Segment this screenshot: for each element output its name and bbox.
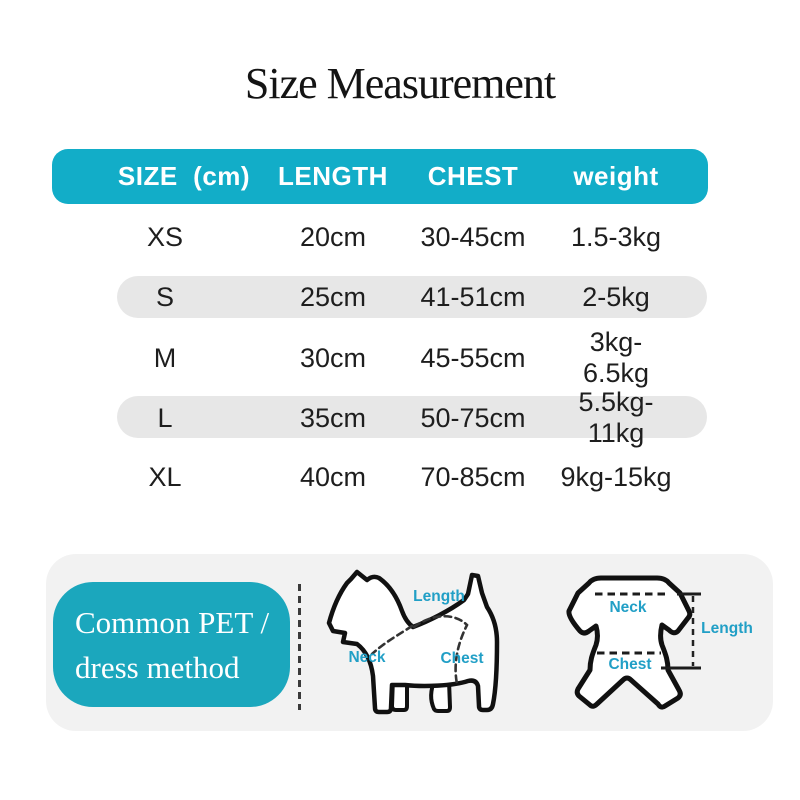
chest-cell: 50-75cm — [420, 402, 526, 433]
dog-neck-label: Neck — [348, 649, 385, 666]
dashed-divider — [298, 584, 301, 710]
dog-chest-label: Chest — [440, 650, 483, 667]
weight-cell: 1.5-3kg — [570, 221, 662, 252]
chest-cell: 30-45cm — [420, 221, 526, 252]
garment-measurement-diagram: Neck Chest Length — [566, 575, 753, 710]
column-header-length: LENGTH — [278, 161, 388, 191]
table-header-row: SIZE (cm) LENGTH CHEST weight — [52, 149, 708, 204]
weight-cell: 9kg-15kg — [560, 461, 672, 492]
weight-cell: 2-5kg — [582, 281, 650, 312]
page-title: Size Measurement — [244, 59, 556, 108]
dress-method-panel: Common PET / dress method Length Neck Ch… — [46, 554, 773, 731]
chest-cell: 41-51cm — [420, 281, 526, 312]
garment-chest-label: Chest — [608, 656, 651, 673]
size-cell: XL — [148, 461, 182, 492]
weight-cell: 3kg-6.5kg — [582, 327, 650, 388]
length-cell: 35cm — [299, 402, 367, 433]
size-table: SIZE (cm) LENGTH CHEST weight XS 20cm 30… — [52, 149, 708, 507]
length-cell: 25cm — [299, 281, 367, 312]
table-row-l: L 35cm 50-75cm 5.5kg-11kg — [52, 387, 708, 448]
chest-cell: 45-55cm — [420, 342, 526, 373]
weight-cell: 5.5kg-11kg — [578, 387, 654, 448]
column-header-chest: CHEST — [427, 161, 519, 191]
table-row-xl: XL 40cm 70-85cm 9kg-15kg — [52, 447, 708, 507]
garment-length-label: Length — [701, 620, 753, 637]
length-cell: 40cm — [299, 461, 367, 492]
table-row-xs: XS 20cm 30-45cm 1.5-3kg — [52, 207, 708, 267]
length-cell: 20cm — [299, 221, 367, 252]
table-row-s: S 25cm 41-51cm 2-5kg — [52, 267, 708, 327]
badge-line-2: dress method — [75, 649, 240, 685]
dog-measurement-diagram: Length Neck Chest — [326, 569, 500, 715]
size-cell: XS — [146, 221, 184, 252]
length-cell: 30cm — [299, 342, 367, 373]
dog-length-label: Length — [413, 588, 465, 605]
table-row-m: M 30cm 45-55cm 3kg-6.5kg — [52, 327, 708, 388]
dog-length-chest-dash-line — [412, 614, 469, 686]
common-pet-dress-method-badge: Common PET / dress method — [53, 582, 290, 707]
size-cell: L — [157, 402, 173, 433]
dog-neck-dash-line — [370, 624, 414, 656]
table-body: XS 20cm 30-45cm 1.5-3kg S 25cm 41-51cm 2… — [52, 207, 708, 507]
badge-line-1: Common PET / — [75, 604, 270, 640]
size-cell: M — [153, 342, 177, 373]
garment-outline — [566, 575, 693, 710]
size-cell: S — [155, 281, 174, 312]
column-header-weight: weight — [573, 161, 659, 191]
column-header-size: SIZE (cm) — [117, 161, 251, 191]
garment-neck-label: Neck — [609, 599, 646, 616]
chest-cell: 70-85cm — [420, 461, 526, 492]
